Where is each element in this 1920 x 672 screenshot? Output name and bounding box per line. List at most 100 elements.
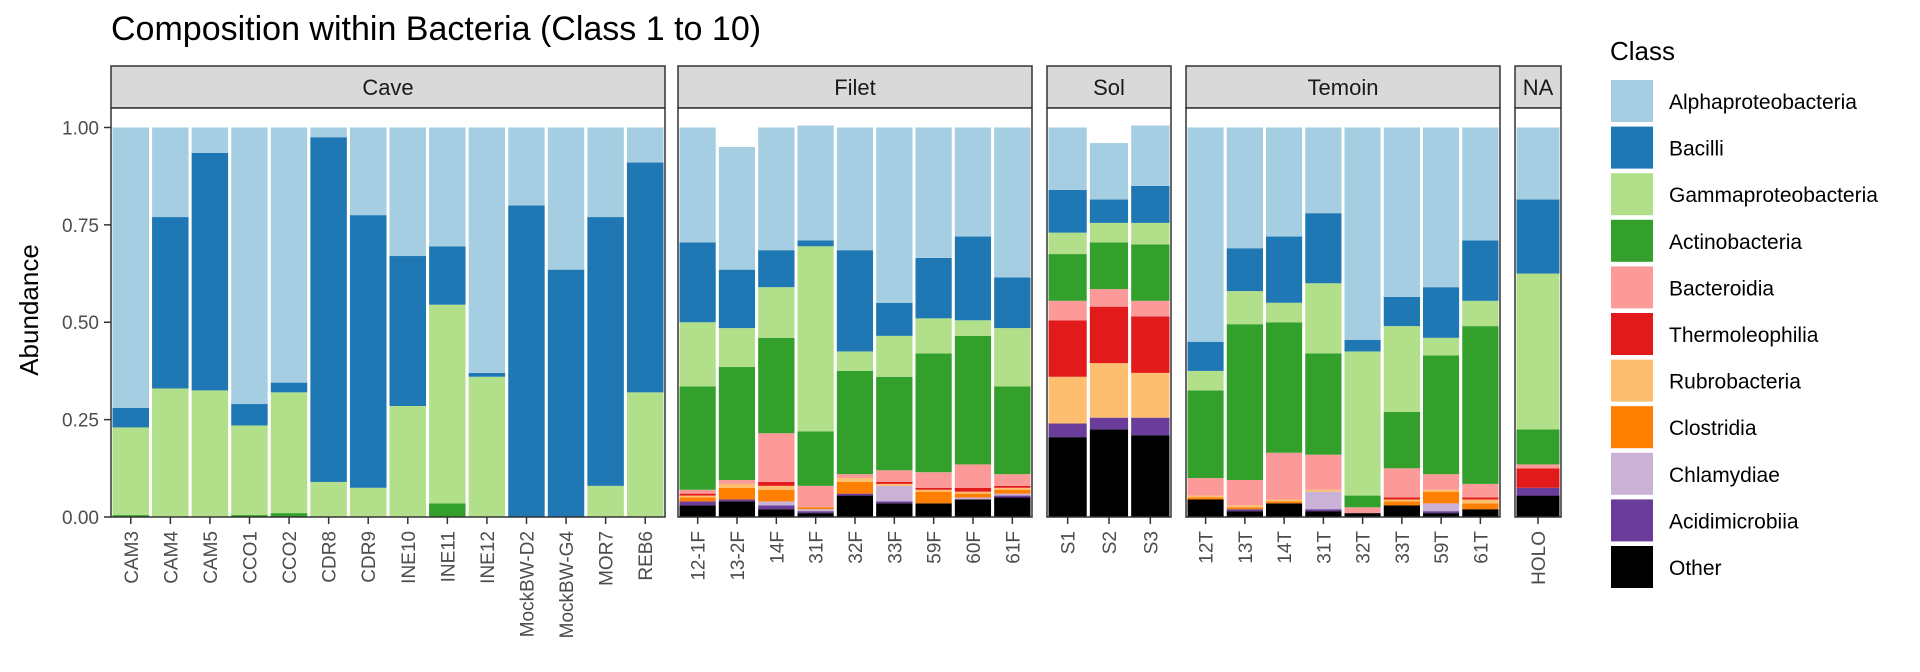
segment-14T-Alphaproteobacteria bbox=[1266, 127, 1303, 237]
segment-32F-Actinobacteria bbox=[836, 370, 874, 475]
segment-12-1F-Gammaproteobacteria bbox=[679, 322, 716, 387]
segment-59T-Gammaproteobacteria bbox=[1423, 337, 1460, 356]
bar-14F bbox=[758, 127, 795, 517]
segment-S2-Thermoleophilia bbox=[1089, 306, 1129, 364]
segment-61F-Clostridia bbox=[994, 489, 1031, 494]
legend-swatch bbox=[1611, 266, 1653, 309]
facet-strip-label: NA bbox=[1523, 75, 1554, 100]
segment-14F-Rubrobacteria bbox=[758, 485, 795, 490]
segment-13T-Alphaproteobacteria bbox=[1226, 127, 1263, 249]
segment-S1-Rubrobacteria bbox=[1048, 376, 1087, 424]
legend-swatch bbox=[1611, 452, 1653, 495]
segment-12-1F-Rubrobacteria bbox=[679, 495, 716, 498]
bar-60F bbox=[954, 127, 992, 517]
segment-14F-Thermoleophilia bbox=[758, 481, 795, 486]
segment-12-1F-Actinobacteria bbox=[679, 386, 716, 490]
bar-13-2F bbox=[718, 146, 756, 517]
y-tick-label: 0.00 bbox=[62, 508, 99, 529]
segment-31F-Bacteroidia bbox=[797, 485, 834, 508]
segment-59F-Clostridia bbox=[915, 491, 952, 504]
segment-INE10-Bacilli bbox=[389, 256, 427, 406]
legend-title: Class bbox=[1610, 36, 1675, 66]
segment-MockBW-D2-Alphaproteobacteria bbox=[508, 127, 545, 206]
segment-14T-Other bbox=[1266, 503, 1303, 517]
segment-S1-Acidimicrobiia bbox=[1048, 423, 1087, 438]
segment-60F-Actinobacteria bbox=[954, 335, 992, 465]
legend-swatch bbox=[1611, 406, 1653, 449]
segment-60F-Thermoleophilia bbox=[954, 487, 992, 492]
segment-61F-Rubrobacteria bbox=[994, 487, 1031, 490]
chart-title: Composition within Bacteria (Class 1 to … bbox=[111, 10, 761, 48]
y-axis-title: Abundance bbox=[14, 244, 44, 376]
segment-S3-Bacilli bbox=[1131, 185, 1170, 223]
segment-INE11-Bacilli bbox=[429, 246, 466, 305]
segment-61F-Other bbox=[994, 497, 1031, 517]
segment-61T-Rubrobacteria bbox=[1462, 499, 1499, 504]
legend-label: Thermoleophilia bbox=[1669, 324, 1819, 347]
segment-59F-Bacilli bbox=[915, 257, 952, 319]
segment-INE12-Bacilli bbox=[468, 372, 506, 377]
facet-strip-label: Sol bbox=[1093, 75, 1125, 100]
segment-HOLO-Gammaproteobacteria bbox=[1516, 273, 1560, 430]
segment-CAM4-Gammaproteobacteria bbox=[152, 388, 189, 517]
segment-12T-Rubrobacteria bbox=[1187, 495, 1224, 498]
segment-31F-Other bbox=[797, 513, 834, 517]
segment-CCO1-Bacilli bbox=[231, 404, 268, 426]
segment-CAM3-Bacilli bbox=[112, 407, 150, 428]
segment-INE11-Gammaproteobacteria bbox=[429, 304, 466, 504]
segment-HOLO-Bacteroidia bbox=[1516, 464, 1560, 469]
segment-S3-Gammaproteobacteria bbox=[1131, 222, 1170, 245]
legend-item-Chlamydiae: Chlamydiae bbox=[1611, 452, 1780, 495]
segment-14F-Chlamydiae bbox=[758, 501, 795, 506]
segment-32T-Gammaproteobacteria bbox=[1344, 351, 1381, 496]
bar-12T bbox=[1187, 127, 1224, 517]
segment-33T-Rubrobacteria bbox=[1383, 499, 1420, 502]
segment-33F-Acidimicrobiia bbox=[876, 501, 913, 504]
segment-59T-Other bbox=[1423, 513, 1460, 517]
segment-14T-Gammaproteobacteria bbox=[1266, 302, 1303, 323]
legend-item-Gammaproteobacteria: Gammaproteobacteria bbox=[1611, 173, 1878, 216]
segment-S2-Bacilli bbox=[1089, 199, 1129, 223]
segment-31T-Bacilli bbox=[1305, 213, 1342, 284]
segment-HOLO-Other bbox=[1516, 495, 1560, 517]
segment-S3-Other bbox=[1131, 435, 1170, 517]
legend-label: Acidimicrobiia bbox=[1669, 510, 1799, 533]
segment-61T-Other bbox=[1462, 509, 1499, 517]
segment-13T-Bacteroidia bbox=[1226, 479, 1263, 506]
segment-32F-Gammaproteobacteria bbox=[836, 351, 874, 371]
bar-12-1F bbox=[679, 127, 716, 517]
segment-S2-Alphaproteobacteria bbox=[1089, 143, 1129, 200]
bar-CDR9 bbox=[349, 127, 387, 517]
legend-item-Rubrobacteria: Rubrobacteria bbox=[1611, 359, 1801, 402]
segment-12T-Other bbox=[1187, 499, 1224, 517]
segment-12-1F-Bacteroidia bbox=[679, 489, 716, 494]
facet-strip-label: Filet bbox=[834, 75, 876, 100]
segment-60F-Bacteroidia bbox=[954, 464, 992, 488]
bar-REB6 bbox=[626, 127, 664, 517]
segment-CDR9-Gammaproteobacteria bbox=[349, 487, 387, 517]
x-tick-label-CDR8: CDR8 bbox=[320, 531, 341, 583]
x-tick-label-S1: S1 bbox=[1059, 531, 1080, 554]
segment-32F-Other bbox=[836, 495, 874, 517]
segment-INE11-Alphaproteobacteria bbox=[429, 127, 466, 247]
legend-item-Bacteroidia: Bacteroidia bbox=[1611, 266, 1774, 309]
x-tick-label-CDR9: CDR9 bbox=[359, 531, 380, 583]
facet-sol: Sol S1 S2 S3 bbox=[1046, 65, 1173, 554]
segment-59T-Bacteroidia bbox=[1423, 474, 1460, 490]
segment-61T-Thermoleophilia bbox=[1462, 497, 1499, 500]
segment-CCO2-Gammaproteobacteria bbox=[270, 392, 308, 514]
segment-HOLO-Bacilli bbox=[1516, 199, 1560, 274]
bar-13T bbox=[1226, 127, 1263, 517]
bar-S3 bbox=[1131, 125, 1170, 517]
segment-31F-Alphaproteobacteria bbox=[797, 125, 834, 241]
segment-S2-Bacteroidia bbox=[1089, 289, 1129, 307]
segment-CAM5-Bacilli bbox=[191, 152, 229, 391]
segment-33F-Gammaproteobacteria bbox=[876, 335, 913, 377]
segment-HOLO-Acidimicrobiia bbox=[1516, 487, 1560, 496]
segment-59T-Clostridia bbox=[1423, 491, 1460, 504]
bar-14T bbox=[1266, 127, 1303, 517]
segment-CAM3-Actinobacteria bbox=[112, 515, 150, 517]
segment-33T-Other bbox=[1383, 505, 1420, 517]
segment-61T-Bacteroidia bbox=[1462, 483, 1499, 498]
